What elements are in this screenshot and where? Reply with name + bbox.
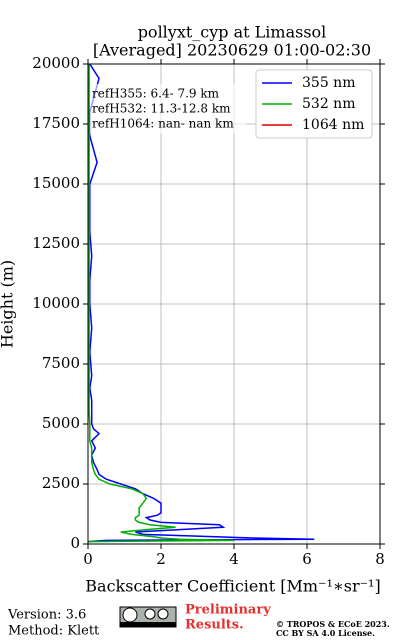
legend-label: 355 nm: [302, 75, 355, 91]
legend-label: 532 nm: [302, 96, 355, 112]
profile-line: [87, 64, 235, 543]
annotation-box: [90, 84, 246, 134]
legend-label: 1064 nm: [302, 117, 364, 133]
profile-line: [87, 63, 315, 543]
y-axis-label: Height (m): [0, 260, 17, 348]
y-tick-label: 15000: [32, 174, 80, 192]
y-tick-label: 10000: [32, 294, 80, 312]
x-axis-label: Backscatter Coefficient [Mm⁻¹∗sr⁻¹]: [85, 577, 380, 596]
annotation: refH1064: nan- nan km: [92, 117, 234, 131]
y-tick-label: 2500: [42, 474, 80, 492]
annotation: refH532: 11.3-12.8 km: [92, 102, 231, 116]
preliminary: Preliminary: [185, 603, 271, 618]
y-tick-label: 0: [70, 534, 80, 552]
method: Method: Klett: [8, 624, 100, 639]
y-tick-label: 12500: [32, 234, 80, 252]
y-tick-label: 20000: [32, 54, 80, 72]
legend-box: [255, 69, 373, 139]
cc-badge: [119, 606, 177, 628]
x-tick-label: 8: [375, 550, 385, 568]
version: Version: 3.6: [7, 608, 86, 623]
x-tick-label: 4: [229, 550, 239, 568]
x-tick-label: 0: [83, 550, 93, 568]
y-tick-label: 5000: [42, 414, 80, 432]
y-tick-label: 17500: [32, 114, 80, 132]
chart-title: pollyxt_cyp at Limassol: [138, 23, 327, 42]
chart-title: [Averaged] 20230629 01:00-02:30: [93, 41, 371, 60]
preliminary: Results.: [185, 618, 244, 633]
x-tick-label: 2: [156, 550, 166, 568]
y-tick-label: 7500: [42, 354, 80, 372]
annotation: refH355: 6.4- 7.9 km: [92, 87, 220, 101]
x-tick-label: 6: [302, 550, 312, 568]
license: CC BY SA 4.0 License.: [276, 628, 375, 638]
license: © TROPOS & ECoE 2023.: [276, 619, 390, 629]
